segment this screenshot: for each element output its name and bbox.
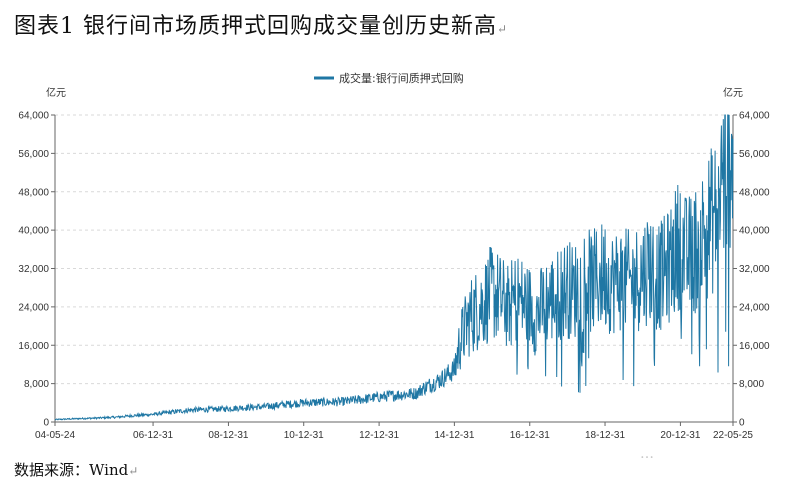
y-tick-label-left: 24,000 <box>18 302 49 313</box>
figure-title: 图表1 银行间市场质押式回购成交量创历史新高↵ <box>14 14 509 39</box>
y-ticks-left: 0 8,000 16,000 24,000 32,000 40,000 48,000 56,0… <box>18 111 55 429</box>
y-tick-label-right: 64,000 <box>739 111 770 122</box>
paragraph-mark-icon-2: ↵ <box>128 464 139 478</box>
y-tick-label-right: 40,000 <box>739 226 770 237</box>
x-ticks: 04-05-24 06-12-31 08-12-31 10-12-31 12-12-31… <box>35 422 753 441</box>
watermark: … <box>640 446 654 462</box>
x-tick-label: 22-05-25 <box>713 430 753 441</box>
y-tick-label-left: 48,000 <box>18 187 49 198</box>
x-tick-label: 08-12-31 <box>208 430 248 441</box>
source-note: 数据来源：Wind↵ <box>14 461 139 479</box>
x-tick-label: 14-12-31 <box>434 430 474 441</box>
y-tick-label-left: 16,000 <box>18 341 49 352</box>
y-tick-label-right: 24,000 <box>739 302 770 313</box>
y-tick-label-left: 64,000 <box>18 111 49 122</box>
y-tick-label-left: 40,000 <box>18 226 49 237</box>
y-tick-label-left: 32,000 <box>18 264 49 275</box>
x-tick-label: 16-12-31 <box>510 430 550 441</box>
paragraph-mark-icon: ↵ <box>497 22 509 36</box>
y-tick-label-right: 32,000 <box>739 264 770 275</box>
series-line <box>54 114 734 421</box>
x-tick-label: 04-05-24 <box>35 430 75 441</box>
y-tick-label-right: 8,000 <box>739 379 764 390</box>
y-tick-label-left: 0 <box>43 418 49 429</box>
y-unit-right: 亿元 <box>723 86 743 99</box>
grid-lines <box>55 114 733 385</box>
y-tick-label-left: 56,000 <box>18 149 49 160</box>
y-unit-left: 亿元 <box>46 86 66 99</box>
x-tick-label: 06-12-31 <box>133 430 173 441</box>
y-ticks-right: 0 8,000 16,000 24,000 32,000 40,000 48,000 56,0… <box>733 111 770 429</box>
x-tick-label: 12-12-31 <box>359 430 399 441</box>
y-tick-label-left: 8,000 <box>24 379 49 390</box>
plot-area <box>54 114 734 421</box>
y-tick-label-right: 56,000 <box>739 149 770 160</box>
y-tick-label-right: 16,000 <box>739 341 770 352</box>
x-tick-label: 20-12-31 <box>660 430 700 441</box>
x-tick-label: 10-12-31 <box>284 430 324 441</box>
legend-label: 成交量:银行间质押式回购 <box>339 71 464 85</box>
y-tick-label-right: 0 <box>739 418 745 429</box>
y-tick-label-right: 48,000 <box>739 187 770 198</box>
legend: 成交量:银行间质押式回购 <box>314 71 464 85</box>
x-tick-label: 18-12-31 <box>585 430 625 441</box>
